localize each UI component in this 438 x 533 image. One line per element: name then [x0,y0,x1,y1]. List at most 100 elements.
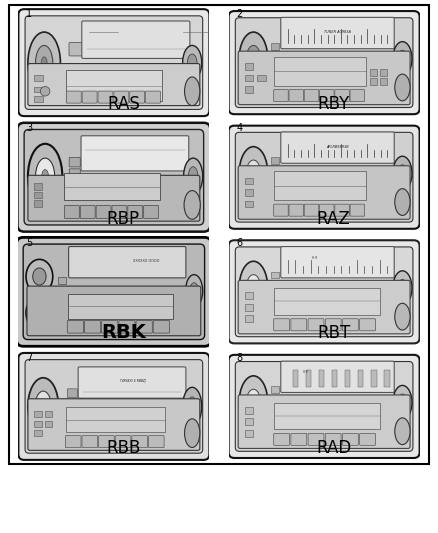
Bar [271,411,279,418]
Ellipse shape [398,165,407,182]
Ellipse shape [28,378,59,435]
Bar [59,278,66,284]
Text: 7: 7 [26,352,32,362]
Ellipse shape [35,158,55,195]
Text: RBK: RBK [101,323,146,342]
Ellipse shape [393,156,412,191]
FancyBboxPatch shape [96,206,111,219]
FancyBboxPatch shape [17,237,211,346]
Ellipse shape [395,303,410,330]
FancyBboxPatch shape [82,21,190,59]
Ellipse shape [395,418,410,445]
Ellipse shape [183,45,202,80]
FancyBboxPatch shape [67,320,84,333]
Bar [245,178,254,184]
Bar [245,418,254,425]
Ellipse shape [35,391,51,422]
Bar [271,157,279,164]
FancyBboxPatch shape [325,319,341,331]
Bar [45,411,52,417]
Text: 6: 6 [236,238,242,248]
Bar [245,316,254,322]
Text: RBT: RBT [317,324,350,342]
FancyBboxPatch shape [291,433,307,446]
FancyBboxPatch shape [153,320,170,333]
Bar [271,386,279,393]
Text: APLRB9893B: APLRB9893B [326,144,349,149]
Text: 3: 3 [26,123,32,133]
Text: 8: 8 [236,352,242,362]
FancyBboxPatch shape [128,206,143,219]
FancyBboxPatch shape [289,90,304,102]
Bar [64,173,160,200]
FancyBboxPatch shape [112,206,127,219]
Bar [66,70,162,101]
Ellipse shape [393,42,412,76]
FancyBboxPatch shape [81,136,189,171]
Bar [370,69,377,76]
Bar [34,86,43,92]
FancyBboxPatch shape [281,361,394,392]
Ellipse shape [246,389,261,416]
FancyBboxPatch shape [69,157,80,167]
Text: 4: 4 [236,123,242,133]
Bar [379,78,387,85]
Ellipse shape [398,50,407,67]
FancyBboxPatch shape [145,91,160,103]
Ellipse shape [395,74,410,101]
FancyBboxPatch shape [235,132,413,222]
FancyBboxPatch shape [27,286,201,336]
Bar [371,370,377,387]
Ellipse shape [184,77,200,106]
Bar [332,370,337,387]
FancyBboxPatch shape [148,435,164,448]
Bar [370,78,377,85]
Ellipse shape [184,191,200,219]
FancyBboxPatch shape [350,90,364,102]
Text: 2: 2 [236,9,243,19]
Text: RBP: RBP [107,209,140,228]
FancyBboxPatch shape [132,435,148,448]
FancyBboxPatch shape [99,435,114,448]
FancyBboxPatch shape [98,91,113,103]
FancyBboxPatch shape [343,433,358,446]
Bar [68,294,173,319]
Ellipse shape [26,296,53,330]
Bar [34,183,42,190]
Bar [271,68,279,75]
Bar [306,370,311,387]
Ellipse shape [393,271,412,305]
Ellipse shape [187,397,197,416]
FancyBboxPatch shape [25,16,203,109]
Bar [384,370,390,387]
FancyBboxPatch shape [238,51,410,104]
Text: RBY: RBY [318,95,350,113]
Bar [358,370,364,387]
Bar [275,402,379,430]
Text: T4RSEIG E RBBZJ: T4RSEIG E RBBZJ [120,378,146,383]
Ellipse shape [186,274,203,307]
FancyBboxPatch shape [18,123,210,232]
Ellipse shape [239,261,268,314]
Bar [245,86,254,93]
FancyBboxPatch shape [28,399,200,450]
Text: 5: 5 [26,238,32,248]
FancyBboxPatch shape [28,63,200,106]
FancyBboxPatch shape [360,433,375,446]
Text: 1: 1 [26,9,32,19]
FancyBboxPatch shape [114,91,129,103]
Ellipse shape [41,57,47,68]
FancyBboxPatch shape [274,90,288,102]
FancyBboxPatch shape [343,319,358,331]
Ellipse shape [239,147,268,200]
Bar [34,421,42,427]
FancyBboxPatch shape [18,353,209,460]
FancyBboxPatch shape [360,319,375,331]
FancyBboxPatch shape [23,244,205,340]
Ellipse shape [246,45,261,72]
Text: RAZ: RAZ [317,209,350,228]
FancyBboxPatch shape [67,389,78,398]
FancyBboxPatch shape [235,18,413,108]
Bar [245,430,254,437]
Ellipse shape [33,268,46,285]
